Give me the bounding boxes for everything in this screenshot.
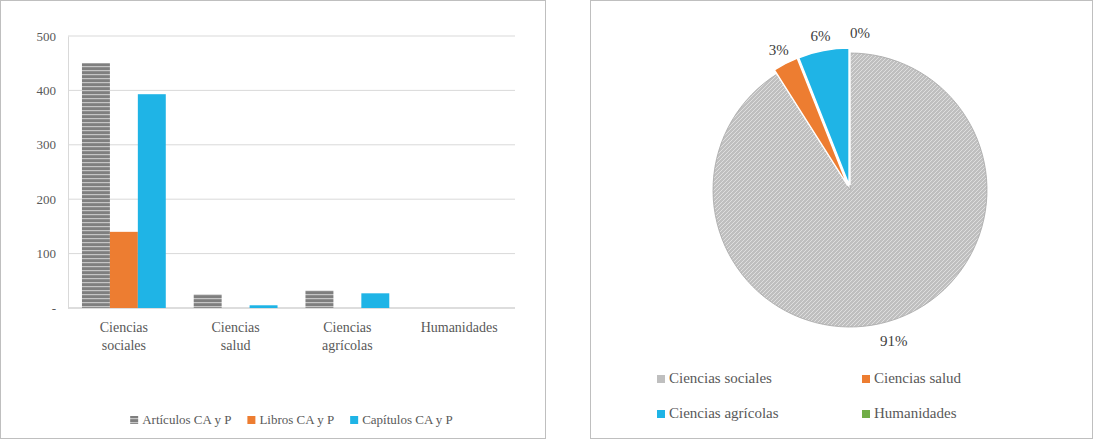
bar [82, 63, 110, 308]
legend-item: Artículos CA y P [130, 412, 231, 427]
legend: Ciencias sociales Ciencias salud Ciencias … [657, 370, 962, 421]
bar [333, 308, 361, 309]
x-tick-label: Humanidades [421, 320, 498, 335]
bar-chart: -100200300400500CienciassocialesCiencias… [37, 29, 516, 427]
legend-label: Ciencias agrícolas [669, 405, 779, 421]
bar [110, 232, 138, 308]
legend-item: Ciencias agrícolas [657, 405, 779, 421]
bar [417, 308, 445, 309]
y-tick-label: 500 [37, 29, 57, 44]
x-tick-label: Cienciasagrícolas [322, 320, 373, 353]
y-axis: - 100 200 300 400 500 [37, 29, 69, 316]
legend-swatch [862, 375, 870, 383]
grid [68, 36, 515, 308]
bar [222, 308, 250, 309]
legend-label: Capítulos CA y P [362, 412, 453, 427]
bar [138, 94, 166, 308]
data-label: 3% [769, 42, 789, 58]
legend-item: Capítulos CA y P [350, 412, 453, 427]
legend-item: Ciencias salud [862, 370, 962, 386]
y-tick: - [52, 301, 68, 316]
figure: -100200300400500CienciassocialesCiencias… [0, 0, 1093, 439]
bars [82, 63, 389, 308]
legend-label: Ciencias sociales [669, 370, 772, 386]
y-tick: 300 [37, 137, 69, 152]
bar [361, 293, 389, 308]
y-tick: 400 [37, 83, 69, 98]
legend-label: Artículos CA y P [142, 412, 231, 427]
legend-item: Ciencias sociales [657, 370, 772, 386]
legend-label: Ciencias salud [874, 370, 962, 386]
bar [305, 291, 333, 308]
legend-swatch [657, 375, 665, 383]
slice [849, 48, 851, 185]
data-labels: 91% 3% 6% 0% [769, 25, 908, 349]
bar [445, 308, 473, 309]
y-tick-label: - [52, 301, 56, 316]
pie-chart: 91% 3% 6% 0% Ciencias sociales Ciencias salud… [657, 25, 987, 421]
grid-line [68, 36, 515, 37]
y-tick: 200 [37, 192, 69, 207]
x-axis: Cienciassociales Cienciassalud Cienciasagr… [100, 320, 498, 353]
slice [799, 48, 849, 185]
panel-frame [591, 1, 1093, 439]
y-tick-label: 200 [37, 192, 57, 207]
x-tick-label: Cienciassociales [100, 320, 148, 353]
grid-line [68, 144, 515, 145]
legend-item: Humanidades [862, 405, 957, 421]
legend-swatch [350, 416, 358, 424]
legend-item: Libros CA y P [247, 412, 334, 427]
y-tick: 500 [37, 29, 69, 44]
legend: Artículos CA y P Libros CA y P Capítulos C… [130, 412, 453, 427]
legend-label: Humanidades [874, 405, 957, 421]
data-label: 0% [850, 25, 870, 41]
panel-frame [1, 1, 546, 439]
legend-swatch [657, 410, 665, 418]
y-tick: 100 [37, 246, 69, 261]
bar [194, 294, 222, 308]
x-tick-label: Cienciassalud [212, 320, 260, 353]
data-label: 6% [811, 28, 831, 44]
y-axis-line [68, 37, 69, 309]
slices [713, 48, 987, 327]
data-label: 91% [880, 333, 908, 349]
grid-line [68, 90, 515, 91]
legend-swatch [862, 410, 870, 418]
y-tick-label: 400 [37, 83, 57, 98]
y-tick-label: 100 [37, 246, 57, 261]
bar [250, 305, 278, 308]
legend-swatch [247, 416, 255, 424]
grid-line [68, 199, 515, 200]
y-tick-label: 300 [37, 137, 57, 152]
bar [473, 308, 501, 309]
legend-swatch [130, 416, 138, 424]
legend-label: Libros CA y P [259, 412, 334, 427]
